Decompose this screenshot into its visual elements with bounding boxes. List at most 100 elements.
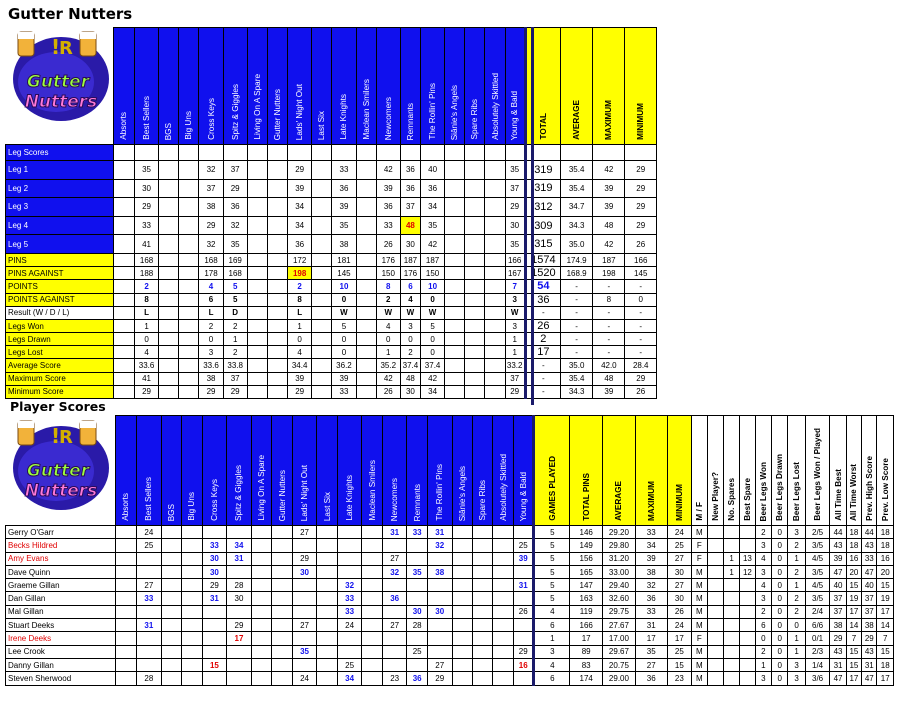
cell-late-knights: 34 <box>336 671 363 686</box>
cell-big-uns <box>181 538 203 553</box>
cell-young-bald <box>512 671 536 686</box>
cell-lads-night-out <box>291 631 318 646</box>
player-average: 31.20 <box>602 551 636 566</box>
svg-text:!: ! <box>51 424 60 448</box>
cell-lads-night-out: 39 <box>287 371 313 386</box>
cell-maclean-smilers <box>361 551 383 566</box>
cell-last-six <box>311 305 333 320</box>
cell-best-sellers: 8 <box>133 292 160 307</box>
cell-last-six <box>311 371 333 386</box>
cell-spare-ribs <box>464 318 486 334</box>
cell-si-nie-s-angels <box>444 305 466 320</box>
cell-living-on-a-spare <box>246 197 268 217</box>
cell-si-nie-s-angels <box>444 345 466 360</box>
extra-beer-legs-won: 3 <box>754 591 773 606</box>
cell-best-sellers: 4 <box>133 345 160 360</box>
cell-spitz-giggles <box>222 144 248 161</box>
cell-remnants: 48 <box>399 215 422 236</box>
extra-beer-legs-won: 3 <box>754 564 773 580</box>
cell-spare-ribs <box>471 538 494 553</box>
cell-spitz-giggles: 37 <box>222 371 248 386</box>
header-corner <box>6 28 114 145</box>
cell-big-uns <box>178 371 200 386</box>
cell-spare-ribs <box>464 279 486 294</box>
cell-absorts <box>112 266 135 281</box>
summary-maximum: 198 <box>592 266 626 281</box>
cell-late-knights: 33 <box>331 384 357 400</box>
cell-lads-night-out: 4 <box>287 345 313 360</box>
cell-newcomers: 39 <box>375 178 401 199</box>
extra-no-spares <box>722 644 741 659</box>
cell-absolutely-skittled <box>492 604 514 620</box>
cell-late-knights <box>331 144 357 161</box>
player-games-played: 5 <box>533 538 571 553</box>
summary-maximum: 39 <box>592 178 626 199</box>
player-average: 29.67 <box>602 644 636 659</box>
cell-cross-keys: 178 <box>198 266 224 281</box>
cell-si-nie-s-angels <box>451 551 474 566</box>
row-label: PINS AGAINST <box>5 266 114 281</box>
extra-prev-low-score: 18 <box>876 657 894 673</box>
player-average: 17.00 <box>602 631 636 646</box>
cell-gutter-nutters <box>266 332 289 347</box>
cell-spare-ribs <box>471 671 494 686</box>
cell-big-uns <box>178 292 200 307</box>
cell-lads-night-out: 36 <box>287 234 313 254</box>
cell-absorts <box>112 358 135 373</box>
cell-living-on-a-spare <box>250 604 273 620</box>
extra-no-spares: 1 <box>722 551 741 566</box>
row-label: Legs Drawn <box>5 332 114 347</box>
team-header-newcomers: Newcomers <box>375 27 401 145</box>
cell-si-nie-s-angels <box>444 144 466 161</box>
summary-minimum <box>624 144 657 161</box>
extra-all-time-best: 47 <box>829 564 847 580</box>
player-average: 27.67 <box>602 618 636 633</box>
cell-late-knights: 36.2 <box>331 358 357 373</box>
extra-header-prev-high-score: Prev. High Score <box>861 415 878 526</box>
cell-absorts <box>114 524 138 540</box>
cell-gutter-nutters <box>266 160 289 180</box>
cell-si-nie-s-angels <box>451 524 474 540</box>
cell-si-nie-s-angels <box>451 631 474 646</box>
cell-maclean-smilers <box>361 618 383 633</box>
extra-beer-legs-won: 3 <box>754 538 773 553</box>
team-header-the-rollin-pins: The Rollin' Pins <box>426 415 453 526</box>
team-header-young-bald: Young & Bald <box>512 415 536 526</box>
row-label: Leg Scores <box>5 144 114 161</box>
extra-m-f: F <box>691 538 708 553</box>
cell-si-nie-s-angels <box>444 178 466 199</box>
extra-beer-legs-won-played: 3/5 <box>804 591 831 606</box>
cell-best-sellers: 41 <box>133 371 160 386</box>
extra-beer-legs-won: 3 <box>754 671 773 686</box>
cell-si-nie-s-angels <box>451 604 474 620</box>
cell-remnants: 0 <box>399 332 422 347</box>
cell-young-bald: 25 <box>512 538 536 553</box>
extra-new-player <box>706 538 724 553</box>
cell-absorts <box>114 591 138 606</box>
cell-best-sellers: 41 <box>133 234 160 254</box>
summary-maximum: 42 <box>592 234 626 254</box>
cell-gutter-nutters <box>271 644 293 659</box>
summary-minimum: 29 <box>624 160 657 180</box>
extra-m-f: M <box>691 671 708 686</box>
cell-absolutely-skittled <box>484 178 506 199</box>
cell-remnants: 30 <box>406 604 428 620</box>
cell-absorts <box>114 564 138 580</box>
team-header-the-rollin-pins: The Rollin' Pins <box>419 27 446 145</box>
cell-lads-night-out: 34.4 <box>287 358 313 373</box>
player-name: Irene Deeks <box>5 631 116 646</box>
cell-si-nie-s-angels <box>451 644 474 659</box>
cell-living-on-a-spare <box>250 618 273 633</box>
cell-bgs <box>158 234 180 254</box>
cell-late-knights: 0 <box>331 345 357 360</box>
row-label: Result (W / D / L) <box>5 305 114 320</box>
cell-big-uns <box>178 160 200 180</box>
extra-new-player <box>706 591 724 606</box>
cell-absolutely-skittled <box>484 215 506 236</box>
cell-newcomers <box>381 631 408 646</box>
player-name: Lee Crook <box>5 644 116 659</box>
extra-header-beer-legs-drawn: Beer Legs Drawn <box>770 415 789 526</box>
player-minimum: 17 <box>666 631 693 646</box>
player-minimum: 15 <box>666 657 693 673</box>
cell-bgs <box>160 604 183 620</box>
